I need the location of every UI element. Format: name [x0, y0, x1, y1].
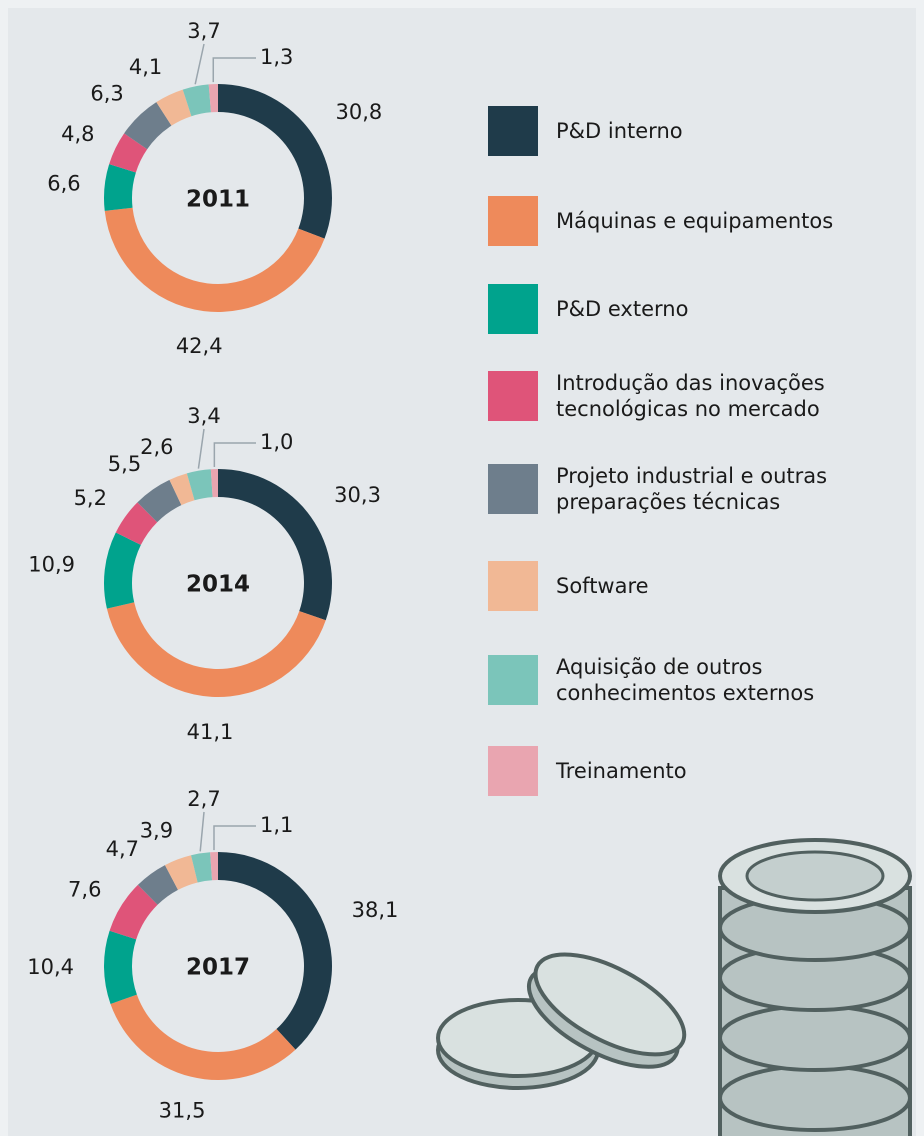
donut-slice [218, 852, 332, 1050]
value-label: 4,1 [129, 55, 162, 79]
donut-slice [156, 89, 192, 126]
legend-swatch [488, 464, 538, 514]
donut-slice [182, 84, 211, 117]
value-label: 7,6 [68, 877, 101, 901]
value-label: 1,0 [260, 430, 293, 454]
legend-swatch [488, 371, 538, 421]
legend-swatch [488, 655, 538, 705]
donut-slice [110, 994, 296, 1080]
donut-slice [218, 84, 333, 239]
legend-label: Máquinas e equipamentos [556, 209, 834, 233]
donut-slice [218, 469, 333, 621]
value-label: 6,3 [90, 82, 123, 106]
value-label: 10,9 [28, 553, 75, 577]
value-label: 42,4 [176, 334, 223, 358]
donut-slice [210, 469, 218, 498]
donut-slice [124, 102, 172, 150]
value-label: 30,8 [336, 100, 383, 124]
legend-swatch [488, 746, 538, 796]
legend-item: Treinamento [488, 746, 896, 796]
donut-slice [164, 855, 198, 890]
value-label: 3,7 [187, 19, 220, 43]
leader-line [199, 811, 205, 852]
legend-label: Treinamento [556, 759, 687, 783]
legend-swatch [488, 561, 538, 611]
legend-swatch [488, 284, 538, 334]
leader-line [197, 428, 205, 469]
value-label: 3,9 [140, 818, 173, 842]
donut-slice [104, 207, 325, 313]
leader-line [213, 442, 256, 468]
legend-item: Máquinas e equipamentos [488, 196, 896, 246]
value-label: 38,1 [352, 898, 399, 922]
value-label: 3,4 [187, 404, 220, 428]
value-label: 4,8 [61, 122, 94, 146]
legend-label: P&D externo [556, 297, 689, 321]
leader-line [194, 43, 205, 85]
donut-slice [137, 865, 178, 905]
value-label: 41,1 [187, 720, 234, 744]
leader-line [212, 57, 256, 83]
donut-slice [208, 84, 218, 113]
legend-item: P&D externo [488, 284, 896, 334]
legend-item: Projeto industrial e outras preparações … [488, 463, 896, 515]
value-label: 4,7 [106, 837, 139, 861]
value-label: 2,7 [187, 787, 220, 811]
chart-panel: 30,8 42,4 6,6 4,8 6,3 4,1 3,7 1,3 2011 30,3 41,1 10… [8, 8, 916, 1136]
value-label: 5,2 [74, 486, 107, 510]
donut-slice [109, 884, 158, 940]
value-label: 5,5 [108, 452, 141, 476]
legend-item: P&D interno [488, 106, 896, 156]
value-label: 2,6 [140, 435, 173, 459]
donut-slice [115, 502, 158, 545]
donut-slice [104, 930, 137, 1004]
donut-slice [109, 133, 148, 173]
donut-center-label: 2017 [186, 955, 250, 981]
leader-line [213, 825, 256, 851]
legend-label: P&D interno [556, 119, 683, 143]
value-label: 1,1 [260, 813, 293, 837]
legend-swatch [488, 106, 538, 156]
legend-item: Aquisição de outros conhecimentos extern… [488, 654, 896, 706]
legend-item: Introdução das inovações tecnológicas no… [488, 370, 896, 422]
coins-illustration [436, 838, 912, 1136]
donut-slice [191, 852, 213, 883]
legend-label: Projeto industrial e outras preparações … [556, 464, 828, 514]
legend-label: Introdução das inovações tecnológicas no… [556, 371, 825, 421]
value-label: 10,4 [27, 955, 74, 979]
legend-label: Aquisição de outros conhecimentos extern… [556, 655, 815, 705]
donut-center-label: 2011 [186, 187, 250, 213]
value-label: 31,5 [159, 1099, 206, 1123]
donut-center-label: 2014 [186, 572, 250, 598]
value-label: 6,6 [47, 171, 80, 195]
donut-slice [106, 602, 326, 698]
legend-item: Software [488, 561, 896, 611]
value-label: 1,3 [260, 45, 293, 69]
donut-slice [103, 532, 141, 609]
value-label: 30,3 [334, 483, 381, 507]
legend-label: Software [556, 574, 649, 598]
donut-slice [169, 473, 195, 506]
donut-slice [210, 851, 218, 881]
legend-swatch [488, 196, 538, 246]
donut-slice [186, 469, 213, 501]
chart: 30,8 42,4 6,6 4,8 6,34,1 3,7 1,3 2011 30,3 41,1 10… [27, 19, 912, 1136]
donut-slice [137, 479, 182, 523]
donut-slice [104, 164, 136, 211]
